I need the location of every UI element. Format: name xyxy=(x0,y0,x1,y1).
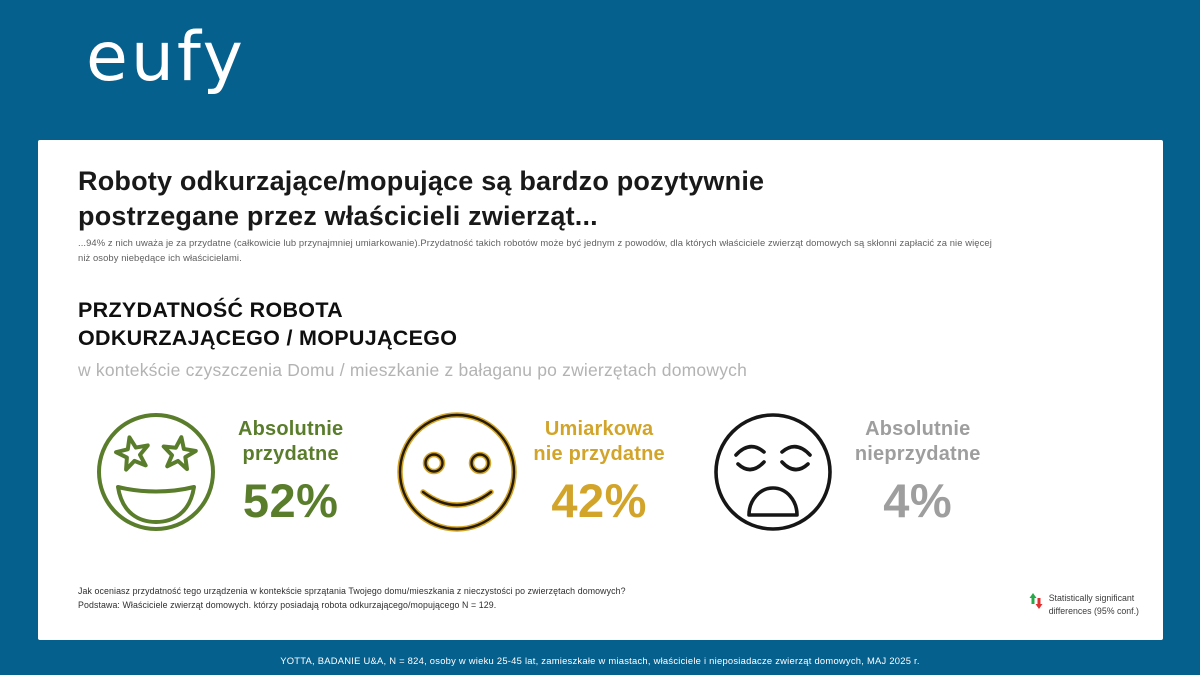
result-moderately-useful: Umiarkowa nie przydatne 42% xyxy=(395,410,665,534)
result-absolutely-useless: Absolutnie nieprzydatne 4% xyxy=(711,410,981,534)
stat-significance-line2: differences (95% conf.) xyxy=(1048,605,1139,616)
page-title-line2: postrzegane przez właścicieli zwierząt..… xyxy=(78,201,598,232)
results-row: Absolutnie przydatne 52% xyxy=(38,410,1163,534)
stat-significance-line1: Statistically significant xyxy=(1048,593,1135,603)
result-value: 4% xyxy=(883,473,953,527)
result-label-line2: przydatne xyxy=(242,442,339,465)
footnote-question: Jak oceniasz przydatność tego urządzenia… xyxy=(78,586,626,596)
result-value: 42% xyxy=(551,473,647,527)
weary-face-icon xyxy=(714,413,832,531)
star-eyes-face-icon xyxy=(97,413,215,531)
result-label: Absolutnie przydatne xyxy=(238,417,343,467)
footnote: Jak oceniasz przydatność tego urządzenia… xyxy=(78,584,626,612)
section-heading-line1: PRZYDATNOŚĆ ROBOTA xyxy=(78,298,343,322)
page-title-line1: Roboty odkurzające/mopujące są bardzo po… xyxy=(78,166,765,196)
result-label-block: Absolutnie nieprzydatne 4% xyxy=(855,417,981,528)
result-label-line2: nie przydatne xyxy=(533,442,665,465)
page-title: Roboty odkurzające/mopujące są bardzo po… xyxy=(78,164,764,234)
result-value: 52% xyxy=(242,473,339,527)
intro-paragraph: ...94% z nich uważa je za przydatne (cał… xyxy=(78,237,992,263)
footer-source-note: YOTTA, BADANIE U&A, N = 824, osoby w wie… xyxy=(280,655,920,666)
section-heading: PRZYDATNOŚĆ ROBOTA ODKURZAJĄCEGO / MOPUJ… xyxy=(78,296,457,353)
eufy-logo: eufy xyxy=(86,18,246,97)
result-label: Umiarkowa nie przydatne xyxy=(533,417,665,467)
result-label: Absolutnie nieprzydatne xyxy=(855,417,981,467)
section-heading-line2: ODKURZAJĄCEGO / MOPUJĄCEGO xyxy=(78,326,458,351)
section-subtitle: w kontekście czyszczenia Domu / mieszkan… xyxy=(78,360,748,380)
result-label-block: Absolutnie przydatne 52% xyxy=(238,417,343,528)
result-label-block: Umiarkowa nie przydatne 42% xyxy=(533,417,665,528)
result-label-line1: Absolutnie xyxy=(238,417,344,440)
footnote-base: Podstawa: Właściciele zwierząt domowych.… xyxy=(78,600,497,611)
result-absolutely-useful: Absolutnie przydatne 52% xyxy=(94,410,343,534)
result-label-line1: Umiarkowa xyxy=(544,417,654,440)
result-label-line1: Absolutnie xyxy=(865,417,971,440)
stat-significance-text: Statistically significant differences (9… xyxy=(1049,592,1139,618)
content-card: Roboty odkurzające/mopujące są bardzo po… xyxy=(38,140,1163,640)
result-label-line2: nieprzydatne xyxy=(854,442,981,465)
stat-significance-note: Statistically significant differences (9… xyxy=(1029,592,1139,618)
up-down-arrows-icon xyxy=(1029,593,1043,609)
smiley-face-icon xyxy=(397,412,518,532)
